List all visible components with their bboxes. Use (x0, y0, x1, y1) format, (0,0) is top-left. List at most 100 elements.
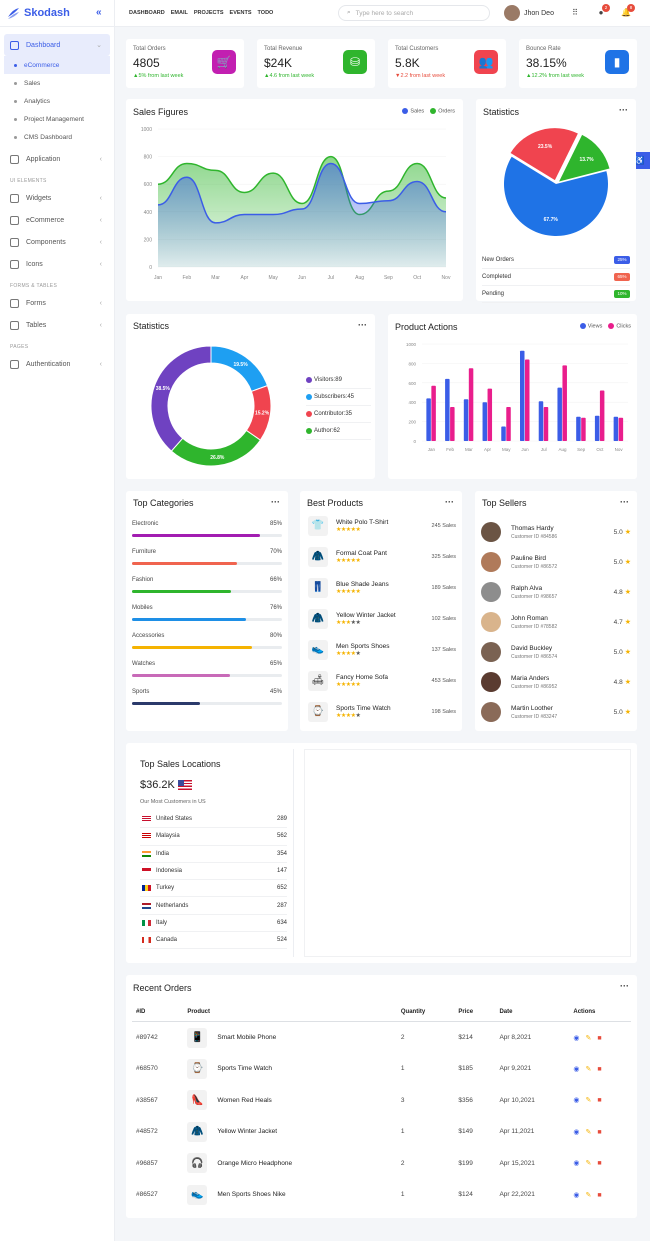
collapse-sidebar-icon[interactable]: « (96, 7, 102, 18)
legend-clicks[interactable]: Clicks (608, 323, 631, 329)
product-row[interactable]: ⌚ Sports Time Watch ★★★★★ 198 Sales (308, 696, 456, 727)
order-product: Sports Time Watch (217, 1065, 272, 1073)
topnav-todo[interactable]: TODO (257, 10, 274, 16)
sidebar-sub-cms-dashboard[interactable]: CMS Dashboard (4, 128, 110, 146)
search-input[interactable]: ⌕ Type here to search (338, 5, 490, 21)
view-icon[interactable]: ◉ (573, 1034, 580, 1042)
sidebar-sub-label: Project Management (24, 115, 84, 123)
view-icon[interactable]: ◉ (573, 1097, 580, 1105)
product-sales: 325 Sales (431, 553, 456, 560)
seller-row[interactable]: John Roman Customer ID #78582 4.7 ★ (481, 607, 631, 637)
edit-icon[interactable]: ✎ (585, 1191, 592, 1199)
product-row[interactable]: 👖 Blue Shade Jeans ★★★★★ 189 Sales (308, 572, 456, 603)
message-icon[interactable]: ● 2 (596, 4, 610, 18)
view-icon[interactable]: ◉ (573, 1160, 580, 1168)
location-country: United States (156, 816, 193, 823)
location-value: 147 (276, 868, 287, 875)
seller-row[interactable]: Thomas Hardy Customer ID #84586 5.0 ★ (481, 517, 631, 547)
order-product: Smart Mobile Phone (217, 1034, 277, 1041)
sidebar-sub-ecommerce[interactable]: eCommerce (4, 56, 110, 74)
user-menu[interactable]: Jhon Deo (504, 5, 554, 21)
view-icon[interactable]: ◉ (573, 1191, 580, 1199)
topnav-email[interactable]: EMAIL (170, 10, 188, 16)
topnav-events[interactable]: EVENTS (229, 10, 252, 16)
sidebar-sub-label: Sales (24, 79, 41, 87)
rating-stars: ★★★★★ (336, 557, 361, 564)
more-icon[interactable]: ··· (358, 320, 367, 330)
apps-grid-icon[interactable]: ⠿ (572, 8, 578, 17)
stat-label: Total Revenue (264, 46, 303, 52)
delete-icon[interactable]: ■ (597, 1065, 602, 1073)
delete-icon[interactable]: ■ (597, 1128, 602, 1136)
y-tick-label: 200 (144, 237, 153, 243)
card-title: Top Sellers (482, 498, 527, 508)
more-icon[interactable]: ··· (445, 497, 454, 507)
more-icon[interactable]: ··· (620, 497, 629, 507)
donut-legend-item[interactable]: Subscribers:45 (306, 389, 371, 406)
seller-row[interactable]: Ralph Alva Customer ID #98657 4.8 ★ (481, 577, 631, 607)
sidebar-item-ecommerce[interactable]: eCommerce ‹ (4, 209, 110, 231)
delete-icon[interactable]: ■ (597, 1160, 602, 1168)
legend-views[interactable]: Views (579, 323, 602, 329)
bar-views (520, 350, 525, 441)
edit-icon[interactable]: ✎ (585, 1128, 592, 1136)
sidebar-sub-project-management[interactable]: Project Management (4, 110, 110, 128)
delete-icon[interactable]: ■ (597, 1191, 602, 1199)
delete-icon[interactable]: ■ (597, 1097, 602, 1105)
edit-icon[interactable]: ✎ (585, 1160, 592, 1168)
edit-icon[interactable]: ✎ (585, 1065, 592, 1073)
sidebar-item-forms[interactable]: Forms ‹ (4, 292, 110, 314)
sidebar-sub-sales[interactable]: Sales (4, 74, 110, 92)
sidebar-item-components[interactable]: Components ‹ (4, 231, 110, 253)
product-row[interactable]: 🧥 Yellow Winter Jacket ★★★★★ 102 Sales (308, 603, 456, 634)
seller-name: Maria Anders (511, 674, 550, 682)
product-thumbnail-icon: 👟 (187, 1184, 208, 1205)
donut-legend-item[interactable]: Contributor:35 (306, 406, 371, 423)
rating-stars: ★★★★★ (336, 588, 361, 595)
star-icon: ★ (624, 589, 631, 596)
more-icon[interactable]: ··· (271, 497, 280, 507)
product-row[interactable]: 🛋 Fancy Home Sofa ★★★★★ 453 Sales (308, 665, 456, 696)
sidebar-item-widgets[interactable]: Widgets ‹ (4, 187, 110, 209)
sidebar-item-tables[interactable]: Tables ‹ (4, 314, 110, 336)
sofa-icon: 🛋 (308, 670, 328, 691)
donut-legend-item[interactable]: Author:62 (306, 423, 371, 440)
bell-icon[interactable]: 🔔 8 (621, 4, 635, 18)
seller-row[interactable]: Martin Loother Customer ID #83247 5.0 ★ (481, 697, 631, 727)
seller-row[interactable]: Pauline Bird Customer ID #86572 5.0 ★ (481, 547, 631, 577)
more-icon[interactable]: ··· (619, 105, 628, 115)
legend-dot (306, 428, 312, 434)
order-product: Orange Micro Headphone (217, 1159, 293, 1167)
donut-legend-item[interactable]: Visitors:89 (306, 372, 371, 389)
sidebar-item-icons[interactable]: Icons ‹ (4, 253, 110, 275)
location-row: Turkey 652 (140, 880, 287, 898)
location-country: Turkey (156, 885, 175, 892)
seller-row[interactable]: David Buckley Customer ID #86574 5.0 ★ (481, 637, 631, 667)
logo[interactable]: Skodash (0, 0, 114, 27)
category-name: Watches (132, 661, 156, 667)
seller-id: Customer ID #86952 (511, 683, 558, 690)
sidebar-item-dashboard[interactable]: Dashboard ⌄ (4, 34, 110, 56)
x-tick-label: Nov (615, 447, 624, 452)
product-row[interactable]: 👟 Men Sports Shoes ★★★★★ 137 Sales (308, 634, 456, 665)
topnav-projects[interactable]: PROJECTS (193, 10, 224, 16)
more-icon[interactable]: ··· (620, 981, 629, 991)
product-row[interactable]: 👕 White Polo T-Shirt ★★★★★ 245 Sales (308, 510, 456, 541)
rating-stars: ★★★★★ (336, 681, 361, 688)
delete-icon[interactable]: ■ (597, 1034, 602, 1042)
sidebar-sub-analytics[interactable]: Analytics (4, 92, 110, 110)
topnav-dashboard[interactable]: DASHBOARD (129, 10, 165, 16)
sidebar-item-application[interactable]: Application ‹ (4, 148, 110, 170)
edit-icon[interactable]: ✎ (585, 1097, 592, 1105)
map-area[interactable] (304, 749, 631, 957)
view-icon[interactable]: ◉ (573, 1065, 580, 1073)
legend-orders[interactable]: Orders (430, 108, 455, 114)
y-tick-label: 1000 (141, 127, 152, 133)
product-row[interactable]: 🧥 Formal Coat Pant ★★★★★ 325 Sales (308, 541, 456, 572)
sidebar-item-authentication[interactable]: Authentication ‹ (4, 353, 110, 375)
view-icon[interactable]: ◉ (573, 1128, 580, 1136)
seller-row[interactable]: Maria Anders Customer ID #86952 4.8 ★ (481, 667, 631, 697)
legend-label: Visitors:89 (314, 377, 342, 383)
legend-sales[interactable]: Sales (402, 108, 424, 114)
edit-icon[interactable]: ✎ (585, 1034, 592, 1042)
